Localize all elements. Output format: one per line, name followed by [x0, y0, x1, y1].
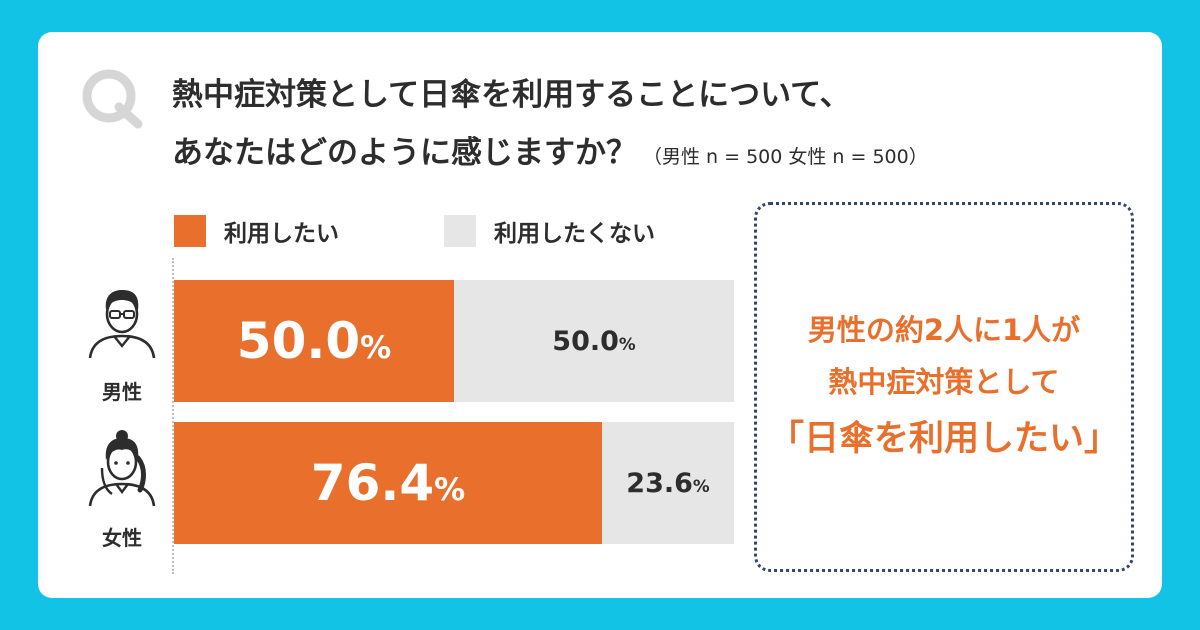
- question-line-1: 熱中症対策として日傘を利用することについて、: [172, 77, 851, 113]
- data-label-unit: %: [618, 333, 636, 354]
- group-label-female: 女性: [102, 526, 142, 550]
- callout-line-1: 男性の約2人に1人が: [807, 313, 1081, 347]
- callout-box: 男性の約2人に1人が 熱中症対策として 「日傘を利用したい」: [754, 202, 1134, 572]
- female-person-icon: [88, 430, 156, 507]
- data-label-value: 23.6: [626, 467, 693, 499]
- question-title: 熱中症対策として日傘を利用することについて、 あなたはどのように感じますか？ （男…: [172, 66, 928, 186]
- legend-label-yes: 利用したい: [224, 221, 339, 247]
- data-label: 50.0%: [237, 312, 391, 370]
- bar-female-yes: 76.4%: [174, 422, 602, 544]
- data-label-value: 50.0: [552, 325, 619, 357]
- legend-item-no: 利用したくない: [444, 214, 655, 248]
- sample-size: （男性 n = 500 女性 n = 500）: [643, 146, 928, 168]
- legend-swatch-yes: [174, 215, 206, 247]
- bar-male-no: 50.0%: [454, 280, 734, 402]
- data-label-unit: %: [434, 472, 466, 508]
- data-label: 76.4%: [311, 454, 465, 512]
- data-label-value: 50.0: [236, 312, 361, 370]
- male-person-icon: [88, 290, 156, 359]
- data-label: 50.0%: [552, 326, 635, 357]
- callout-line-3: 「日傘を利用したい」: [768, 419, 1119, 459]
- bar-female-no: 23.6%: [602, 422, 734, 544]
- data-label-value: 76.4: [310, 454, 435, 512]
- question-line-2: あなたはどのように感じますか？ （男性 n = 500 女性 n = 500）: [172, 124, 928, 186]
- legend-item-yes: 利用したい: [174, 214, 339, 248]
- legend-swatch-no: [444, 215, 476, 247]
- legend-label-no: 利用したくない: [494, 221, 655, 247]
- data-label: 23.6%: [626, 468, 709, 499]
- q-mark-icon: [82, 69, 143, 129]
- axis-line: [172, 258, 174, 574]
- bar-male-yes: 50.0%: [174, 280, 454, 402]
- group-label-male: 男性: [102, 380, 142, 404]
- data-label-unit: %: [692, 475, 710, 496]
- data-label-unit: %: [360, 330, 392, 366]
- callout-line-2: 熱中症対策として: [828, 365, 1060, 399]
- question-line-2-text: あなたはどのように感じますか？: [172, 135, 637, 171]
